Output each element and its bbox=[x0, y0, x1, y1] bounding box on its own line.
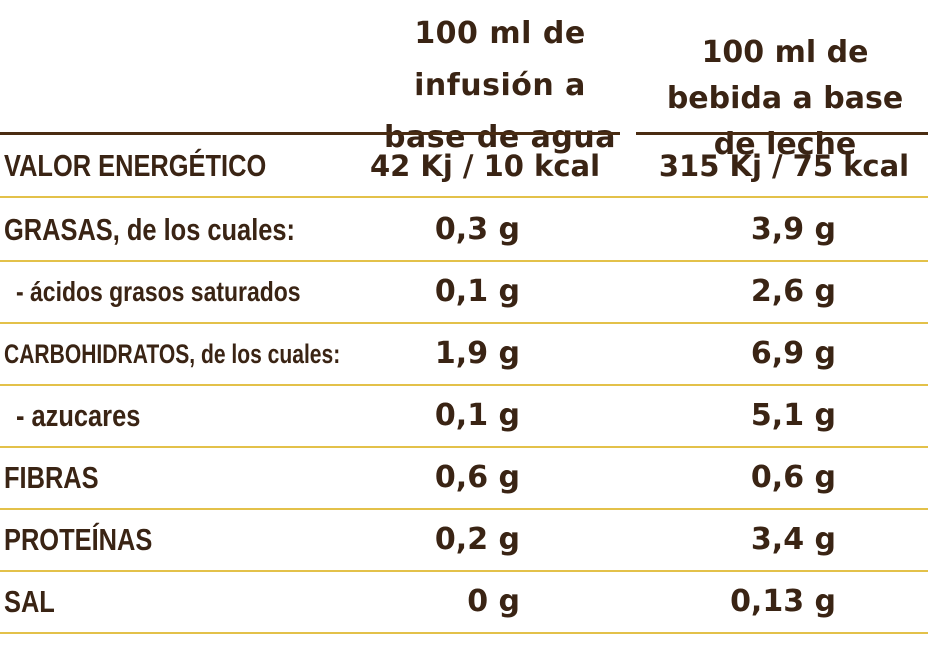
table-row: PROTEÍNAS 0,2 g 3,4 g bbox=[0, 510, 928, 572]
value-water: 0 g bbox=[467, 584, 520, 619]
table-row: FIBRAS 0,6 g 0,6 g bbox=[0, 448, 928, 510]
header-rule-left bbox=[0, 132, 620, 135]
value-water: 0,1 g bbox=[434, 398, 520, 433]
header-rule-right bbox=[636, 132, 928, 135]
row-label: - ácidos grasos saturados bbox=[16, 276, 301, 307]
row-label: PROTEÍNAS bbox=[4, 522, 153, 557]
table-row: - azucares 0,1 g 5,1 g bbox=[0, 386, 928, 448]
table-row: SAL 0 g 0,13 g bbox=[0, 572, 928, 634]
row-label: SAL bbox=[4, 584, 55, 619]
table-row: - ácidos grasos saturados 0,1 g 2,6 g bbox=[0, 262, 928, 324]
value-milk: 6,9 g bbox=[750, 336, 836, 371]
value-milk: 0,13 g bbox=[730, 584, 836, 619]
row-label: - azucares bbox=[16, 398, 141, 433]
value-milk: 0,6 g bbox=[750, 460, 836, 495]
value-water: 0,6 g bbox=[434, 460, 520, 495]
row-divider bbox=[0, 632, 928, 634]
row-divider bbox=[0, 508, 928, 510]
value-water: 0,3 g bbox=[434, 212, 520, 247]
value-milk: 2,6 g bbox=[750, 274, 836, 309]
row-label: FIBRAS bbox=[4, 460, 99, 495]
row-divider bbox=[0, 260, 928, 262]
row-divider bbox=[0, 322, 928, 324]
value-water: 42 Kj / 10 kcal bbox=[369, 149, 601, 183]
row-label: VALOR ENERGÉTICO bbox=[4, 148, 267, 183]
value-milk: 3,4 g bbox=[750, 522, 836, 557]
value-milk: 315 Kj / 75 kcal bbox=[658, 149, 910, 183]
row-label: GRASAS, de los cuales: bbox=[4, 212, 296, 247]
row-label: CARBOHIDRATOS, de los cuales: bbox=[4, 339, 341, 369]
value-milk: 5,1 g bbox=[750, 398, 836, 433]
row-divider bbox=[0, 570, 928, 572]
column-header-water-infusion: 100 ml de infusión a base de agua bbox=[384, 16, 616, 155]
row-divider bbox=[0, 196, 928, 198]
row-divider bbox=[0, 446, 928, 448]
value-water: 1,9 g bbox=[434, 336, 520, 371]
column-header-milk-drink: 100 ml de bebida a base de leche bbox=[666, 35, 904, 162]
table-row: CARBOHIDRATOS, de los cuales: 1,9 g 6,9 … bbox=[0, 324, 928, 386]
value-milk: 3,9 g bbox=[750, 212, 836, 247]
value-water: 0,2 g bbox=[434, 522, 520, 557]
table-row: GRASAS, de los cuales: 0,3 g 3,9 g bbox=[0, 200, 928, 262]
table-row: VALOR ENERGÉTICO 42 Kj / 10 kcal 315 Kj … bbox=[0, 136, 928, 198]
row-divider bbox=[0, 384, 928, 386]
value-water: 0,1 g bbox=[434, 274, 520, 309]
